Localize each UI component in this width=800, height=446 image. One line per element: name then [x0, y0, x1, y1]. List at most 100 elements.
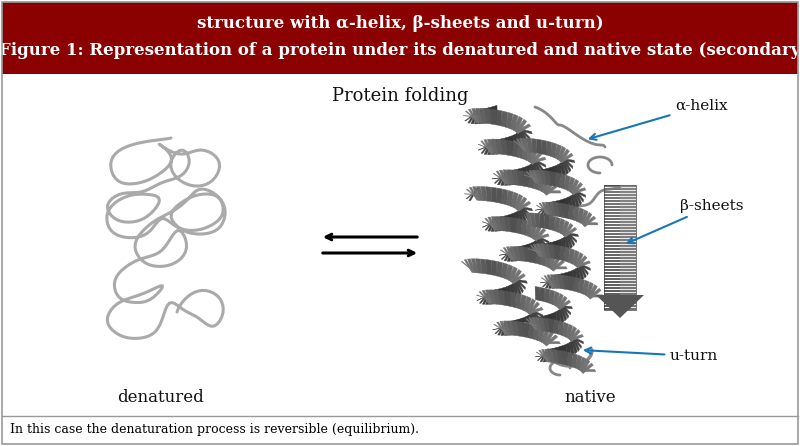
Polygon shape	[479, 292, 490, 303]
Polygon shape	[513, 133, 519, 150]
Polygon shape	[534, 158, 544, 172]
Polygon shape	[540, 170, 546, 185]
Polygon shape	[554, 320, 558, 334]
Polygon shape	[570, 194, 576, 210]
Polygon shape	[471, 259, 478, 273]
Polygon shape	[486, 187, 492, 202]
Polygon shape	[566, 352, 573, 367]
Text: native: native	[564, 389, 616, 406]
Polygon shape	[519, 247, 526, 261]
Polygon shape	[561, 306, 566, 321]
Polygon shape	[493, 105, 498, 122]
Polygon shape	[517, 142, 524, 158]
Polygon shape	[502, 189, 508, 205]
Polygon shape	[536, 139, 542, 154]
Bar	[604, 260, 636, 262]
Bar	[604, 305, 636, 307]
Polygon shape	[583, 223, 598, 225]
Polygon shape	[526, 138, 533, 152]
Bar	[604, 194, 636, 196]
Polygon shape	[561, 237, 566, 252]
Polygon shape	[547, 275, 554, 288]
Polygon shape	[559, 346, 563, 360]
Polygon shape	[554, 172, 560, 187]
Polygon shape	[485, 219, 495, 230]
Polygon shape	[493, 327, 507, 330]
Polygon shape	[483, 108, 489, 124]
Polygon shape	[536, 205, 549, 213]
Polygon shape	[536, 352, 548, 359]
Polygon shape	[580, 210, 588, 225]
Bar	[604, 223, 636, 226]
Polygon shape	[574, 277, 579, 292]
Polygon shape	[511, 212, 517, 228]
Bar	[604, 211, 636, 214]
Text: In this case the denaturation process is reversible (equilibrium).: In this case the denaturation process is…	[10, 424, 419, 437]
Polygon shape	[486, 290, 493, 305]
Polygon shape	[524, 322, 537, 326]
Polygon shape	[562, 305, 569, 318]
Polygon shape	[464, 260, 474, 272]
Polygon shape	[556, 274, 562, 288]
Polygon shape	[541, 315, 546, 330]
Polygon shape	[533, 244, 542, 257]
Bar	[604, 284, 636, 286]
Polygon shape	[532, 170, 539, 183]
Bar	[604, 281, 636, 283]
Bar	[604, 197, 636, 199]
Polygon shape	[558, 305, 573, 309]
Polygon shape	[540, 350, 548, 362]
Polygon shape	[574, 190, 582, 205]
Polygon shape	[496, 139, 502, 154]
Polygon shape	[466, 111, 478, 121]
Bar	[604, 263, 636, 265]
Polygon shape	[589, 288, 601, 299]
Polygon shape	[515, 277, 526, 289]
Polygon shape	[528, 172, 534, 188]
Polygon shape	[533, 325, 540, 340]
Text: Figure 1: Representation of a protein under its denatured and native state (seco: Figure 1: Representation of a protein un…	[0, 42, 800, 59]
Polygon shape	[543, 331, 554, 346]
Polygon shape	[571, 353, 578, 368]
Polygon shape	[496, 139, 502, 154]
Polygon shape	[539, 318, 545, 331]
Polygon shape	[544, 276, 554, 287]
Polygon shape	[546, 349, 553, 362]
Polygon shape	[571, 250, 579, 265]
Polygon shape	[494, 173, 506, 183]
Bar	[604, 301, 636, 304]
Polygon shape	[582, 212, 592, 227]
Polygon shape	[515, 219, 522, 234]
Polygon shape	[495, 217, 501, 231]
Polygon shape	[550, 256, 561, 271]
Polygon shape	[545, 215, 550, 229]
Polygon shape	[514, 194, 522, 210]
Polygon shape	[557, 146, 566, 161]
Polygon shape	[546, 243, 550, 257]
Polygon shape	[515, 119, 526, 134]
Polygon shape	[499, 216, 505, 231]
Polygon shape	[546, 276, 554, 288]
Polygon shape	[534, 234, 550, 240]
Polygon shape	[553, 350, 558, 363]
Polygon shape	[549, 244, 554, 259]
Polygon shape	[562, 159, 569, 175]
Bar	[604, 227, 636, 229]
Bar	[604, 268, 636, 271]
Polygon shape	[500, 250, 513, 258]
Polygon shape	[473, 187, 481, 200]
Polygon shape	[529, 148, 538, 164]
Polygon shape	[564, 235, 570, 251]
Polygon shape	[558, 296, 567, 310]
Polygon shape	[521, 206, 529, 220]
Polygon shape	[501, 171, 509, 186]
Polygon shape	[552, 275, 558, 289]
Polygon shape	[516, 197, 527, 211]
Polygon shape	[470, 187, 478, 200]
Polygon shape	[468, 110, 478, 123]
Polygon shape	[560, 161, 566, 177]
Bar	[604, 296, 636, 298]
Polygon shape	[512, 279, 527, 283]
Bar	[604, 248, 636, 250]
Polygon shape	[567, 177, 574, 192]
